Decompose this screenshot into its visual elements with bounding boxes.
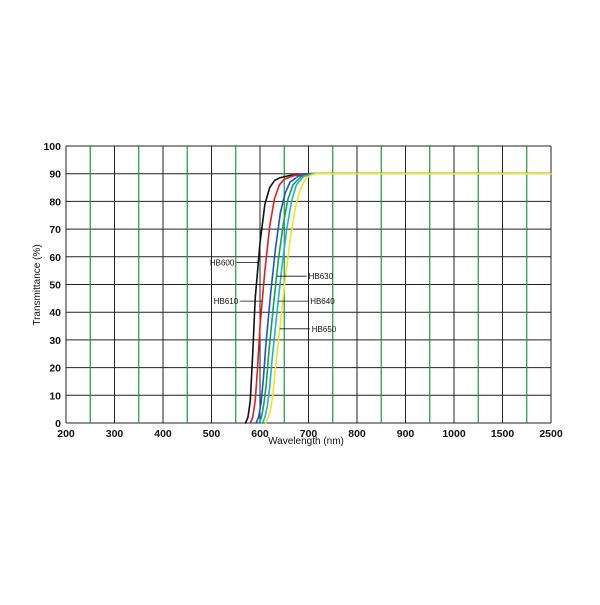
series-line-hb650 <box>265 172 552 424</box>
series-curves <box>244 172 552 424</box>
series-label-hb640: HB640 <box>310 297 335 306</box>
x-tick-label: 500 <box>203 428 221 440</box>
x-tick-label: 2500 <box>539 428 563 440</box>
label-leaders: HB600 HB610 HB630 HB640 HB650 <box>210 258 337 333</box>
y-tick-label: 20 <box>49 363 61 375</box>
x-tick-label: 400 <box>154 428 172 440</box>
series-line-hb640 <box>261 172 552 424</box>
y-tick-label: 0 <box>55 418 61 430</box>
y-tick-label: 60 <box>49 252 61 264</box>
series-label-hb630: HB630 <box>309 272 334 281</box>
x-tick-label: 700 <box>300 428 318 440</box>
y-tick-label: 30 <box>49 335 61 347</box>
series-label-hb600: HB600 <box>210 258 235 267</box>
y-tick-label: 80 <box>49 196 61 208</box>
x-tick-label: 200 <box>57 428 75 440</box>
tick-labels: 0 10 20 30 40 50 60 70 80 90 100 200 300 400 500 600 700… <box>43 141 562 440</box>
series-label-hb650: HB650 <box>312 325 337 334</box>
y-tick-label: 100 <box>43 141 61 153</box>
x-tick-label: 1500 <box>491 428 515 440</box>
x-tick-label: 800 <box>348 428 366 440</box>
series-line-hb620 <box>255 172 552 424</box>
y-tick-label: 40 <box>49 307 61 319</box>
y-axis-title: Transmittance (%) <box>32 244 43 325</box>
x-tick-label: 900 <box>397 428 415 440</box>
x-tick-label: 1000 <box>442 428 466 440</box>
series-line-hb610 <box>249 172 552 424</box>
x-tick-label: 600 <box>251 428 269 440</box>
y-tick-label: 50 <box>49 280 61 292</box>
series-line-hb600 <box>244 172 552 424</box>
x-tick-label: 300 <box>106 428 124 440</box>
y-tick-label: 90 <box>49 169 61 181</box>
minor-gridlines <box>65 145 552 424</box>
x-axis-title: Wavelength (nm) <box>268 436 344 447</box>
y-tick-label: 10 <box>49 390 61 402</box>
series-label-hb610: HB610 <box>214 297 239 306</box>
y-tick-label: 70 <box>49 224 61 236</box>
